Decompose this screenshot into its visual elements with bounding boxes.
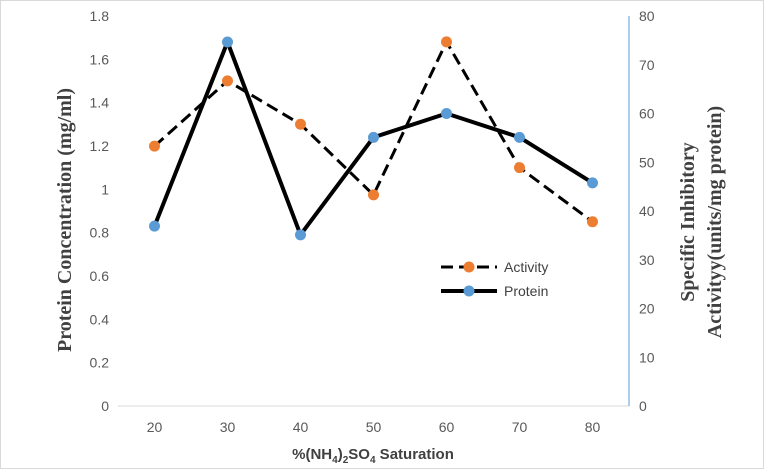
- data-point-protein: [149, 220, 160, 232]
- data-point-activity: [149, 140, 160, 152]
- right-y-tick-label: 40: [639, 203, 655, 219]
- left-y-tick-label: 1.4: [90, 95, 110, 111]
- data-point-activity: [368, 189, 379, 201]
- axes: [118, 16, 630, 407]
- legend-label-activity: Activity: [504, 259, 548, 275]
- right-y-tick-labels: 0 10 20 30 40 50 60 70 80: [639, 8, 655, 414]
- left-y-tick-label: 1.8: [90, 8, 110, 24]
- left-y-tick-label: 0.4: [90, 311, 110, 327]
- x-axis-label: %(NH4)2SO4 Saturation: [292, 446, 454, 466]
- right-y-tick-label: 0: [639, 398, 647, 414]
- x-tick-labels: 20 30 40 50 60 70 80: [147, 419, 601, 435]
- legend: Activity Protein: [441, 259, 548, 299]
- legend-label-protein: Protein: [504, 283, 548, 299]
- series-points: [149, 36, 598, 241]
- right-y-axis-label-line-2: Activityy(units/mg protein): [704, 106, 726, 338]
- left-y-tick-label: 0.2: [90, 355, 110, 371]
- right-y-tick-label: 20: [639, 301, 655, 317]
- x-tick-label: 80: [585, 419, 601, 435]
- x-tick-label: 40: [293, 419, 309, 435]
- left-y-axis-label: Protein Concentration (mg/ml): [54, 88, 76, 352]
- left-y-tick-label: 0.8: [90, 225, 110, 241]
- data-point-protein: [441, 108, 452, 119]
- right-y-tick-label: 30: [639, 252, 655, 268]
- left-y-tick-label: 1.2: [90, 138, 110, 154]
- data-point-protein: [222, 36, 233, 48]
- x-tick-label: 70: [512, 419, 528, 435]
- data-point-activity: [587, 216, 598, 228]
- data-point-protein: [295, 229, 306, 241]
- right-y-tick-label: 60: [639, 106, 655, 122]
- data-point-activity: [222, 75, 233, 87]
- data-point-activity: [295, 118, 306, 130]
- data-point-protein: [587, 177, 598, 189]
- data-point-protein: [514, 131, 525, 143]
- data-point-activity: [514, 162, 525, 174]
- legend-marker-activity: [463, 261, 475, 273]
- right-y-tick-label: 10: [639, 349, 655, 365]
- right-y-tick-label: 70: [639, 57, 655, 73]
- left-y-tick-label: 1: [101, 181, 109, 197]
- right-y-tick-label: 50: [639, 154, 655, 170]
- data-point-protein: [368, 131, 379, 143]
- left-y-tick-labels: 0 0.2 0.4 0.6 0.8 1 1.2 1.4 1.6 1.8: [90, 8, 110, 414]
- x-tick-label: 30: [220, 419, 236, 435]
- x-tick-label: 60: [439, 419, 455, 435]
- data-point-activity: [441, 36, 452, 48]
- right-y-axis-label-line-1: Specific Inhibitory: [677, 142, 699, 301]
- x-tick-label: 50: [366, 419, 382, 435]
- left-y-tick-label: 0: [101, 398, 109, 414]
- right-y-tick-label: 80: [639, 8, 655, 24]
- x-tick-label: 20: [147, 419, 163, 435]
- legend-marker-protein: [463, 285, 475, 297]
- left-y-tick-label: 1.6: [90, 51, 110, 67]
- left-y-tick-label: 0.6: [90, 268, 110, 284]
